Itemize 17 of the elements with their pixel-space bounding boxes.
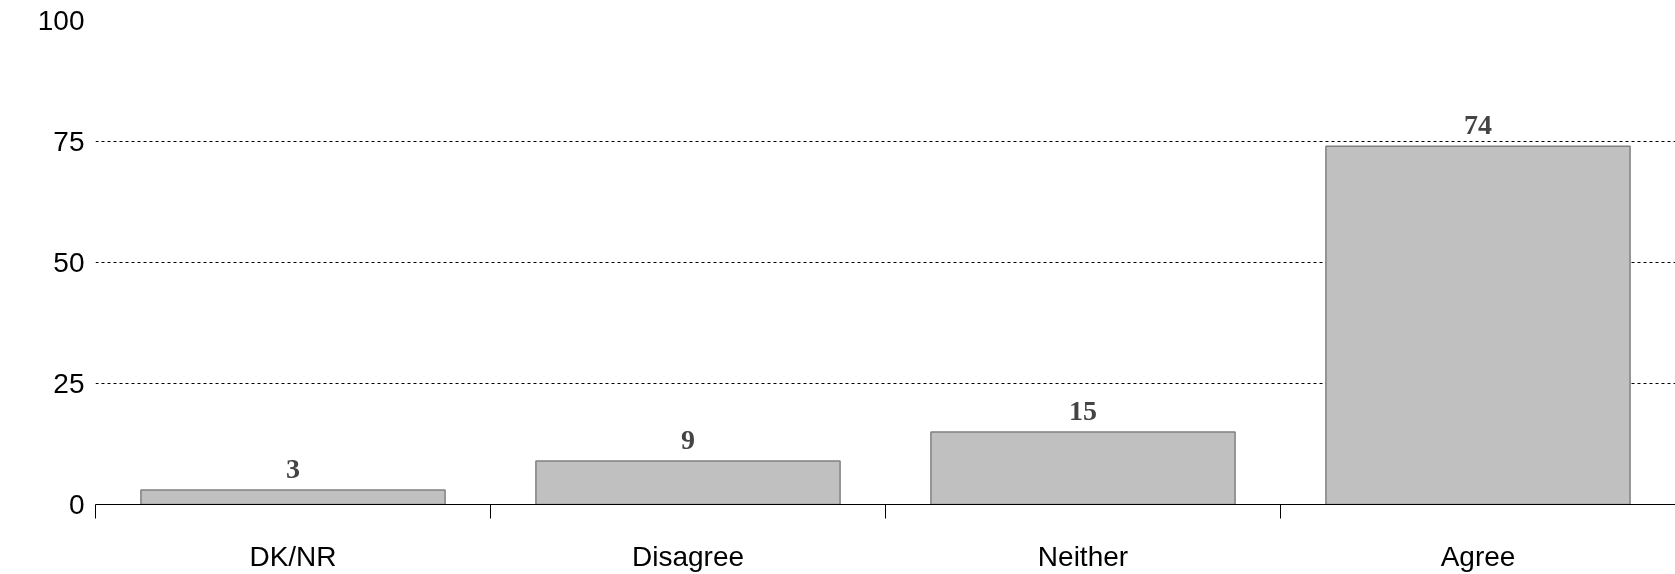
x-tick-label: Neither [1037,540,1129,572]
y-tick-label: 75 [53,126,85,157]
bar [535,460,841,505]
data-label: 3 [286,452,300,484]
y-tick-label: 25 [53,368,85,399]
bar [930,431,1236,505]
data-label: 15 [1069,394,1097,426]
data-label: 9 [681,423,695,455]
y-tick-label: 50 [53,247,85,278]
x-tick-label: Disagree [631,540,745,572]
x-tick-label: DK/NR [249,540,337,572]
data-label: 74 [1464,109,1492,141]
bar [1325,145,1631,505]
y-tick-label: 0 [68,489,85,520]
y-tick-label: 100 [37,5,85,36]
x-tick-label: Agree [1440,540,1516,572]
bar [140,489,446,505]
